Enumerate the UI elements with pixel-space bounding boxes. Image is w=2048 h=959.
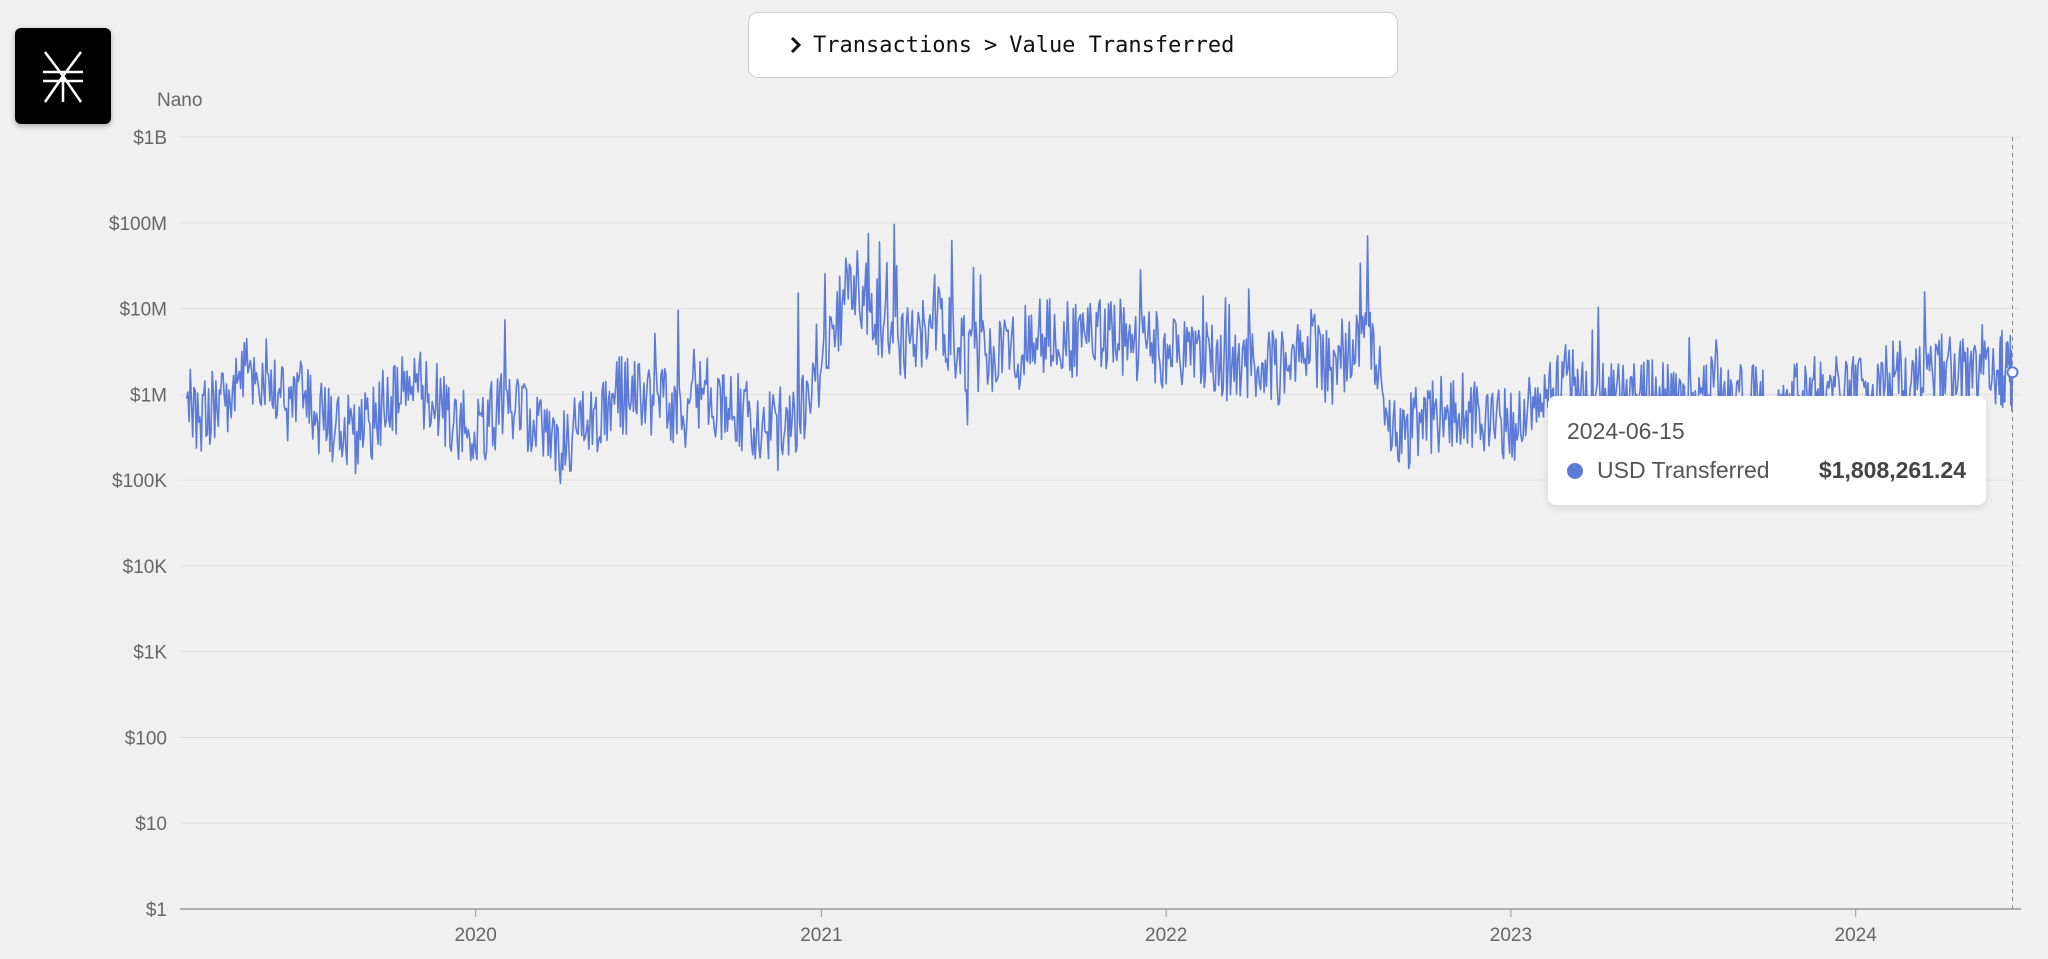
x-tick-label: 2022: [1145, 925, 1187, 946]
chart-title: Nano: [157, 90, 202, 111]
breadcrumb-item-value-transferred[interactable]: Value Transferred: [1009, 32, 1235, 58]
chart-gridlines: [180, 136, 2021, 910]
series-layer[interactable]: [185, 223, 2014, 485]
breadcrumb-item-transactions[interactable]: Transactions: [813, 32, 972, 58]
tooltip-series-name: USD Transferred: [1597, 457, 1770, 483]
tooltip-date: 2024-06-15: [1567, 418, 1685, 444]
y-tick-label: $10K: [123, 557, 168, 578]
highlight-point: [2006, 366, 2019, 379]
y-tick-label: $10: [135, 814, 167, 835]
y-tick-label: $10M: [119, 300, 167, 321]
breadcrumb: Transactions > Value Transferred: [748, 12, 1398, 78]
y-tick-label: $1K: [133, 643, 167, 664]
series-line-usd-transferred[interactable]: [185, 223, 2014, 485]
series-marker-dot: [1567, 462, 1583, 479]
y-tick-label: $1M: [130, 385, 167, 406]
nano-logo-icon: [43, 51, 83, 103]
chevron-right-icon: [789, 35, 803, 55]
x-tick-label: 2023: [1490, 925, 1532, 946]
x-axis: 2020 2021 2022 2023 2024: [455, 909, 1878, 946]
y-tick-label: $100K: [112, 471, 167, 492]
tooltip-value: $1,808,261.24: [1818, 457, 1966, 483]
y-tick-label: $1B: [133, 128, 167, 149]
x-tick-label: 2024: [1835, 925, 1878, 946]
breadcrumb-separator: >: [983, 32, 998, 58]
chart-tooltip: 2024-06-15 USD Transferred $1,808,261.24: [1548, 396, 1986, 505]
y-axis: $1 $10 $100 $1K $10K $100K $1M $10M $100M $1B: [109, 128, 167, 921]
y-tick-label: $100: [125, 728, 167, 749]
nano-logo[interactable]: [15, 28, 111, 124]
x-tick-label: 2020: [455, 925, 497, 946]
y-tick-label: $100M: [109, 214, 167, 235]
x-tick-label: 2021: [800, 925, 842, 946]
y-tick-label: $1: [146, 900, 167, 921]
